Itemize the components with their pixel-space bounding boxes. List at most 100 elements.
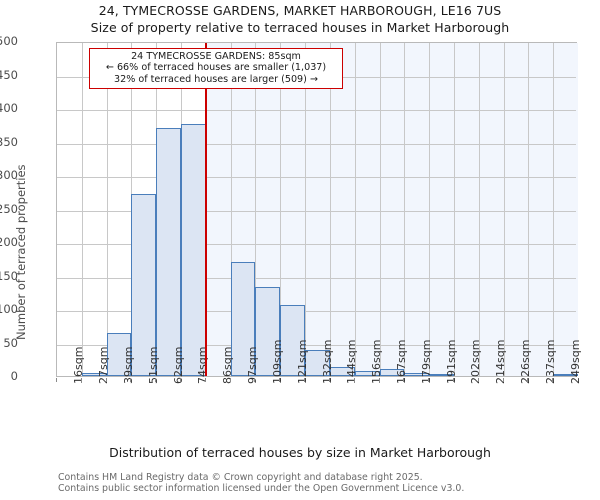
x-axis-tick-label: 121sqm: [295, 339, 309, 384]
x-axis-tick-mark: [56, 378, 57, 382]
gridline-horizontal: [57, 110, 576, 111]
x-axis-tick-mark: [552, 378, 554, 382]
annotation-line2: ← 66% of terraced houses are smaller (1,…: [105, 62, 327, 74]
x-axis-tick-mark: [353, 378, 355, 382]
gridline-horizontal: [57, 244, 576, 245]
gridline-vertical: [354, 43, 356, 376]
histogram-bar: [156, 128, 182, 376]
gridline-vertical: [503, 43, 505, 376]
x-axis-tick-label: 191sqm: [444, 339, 458, 384]
gridline-vertical: [453, 43, 455, 376]
x-axis-tick-label: 179sqm: [419, 339, 433, 384]
x-axis-tick-mark: [105, 378, 107, 382]
x-axis-tick-label: 51sqm: [146, 346, 160, 384]
x-axis-tick-mark: [527, 378, 529, 382]
x-axis-tick-mark: [403, 378, 405, 382]
property-annotation-box: 24 TYMECROSSE GARDENS: 85sqm ← 66% of te…: [89, 48, 343, 90]
histogram-bar: [81, 372, 107, 376]
y-axis-tick-label: 400: [0, 101, 18, 115]
x-axis-tick-label: 109sqm: [270, 339, 284, 384]
gridline-horizontal: [57, 311, 576, 312]
x-axis-tick-mark: [328, 378, 330, 382]
gridline-horizontal: [57, 177, 576, 178]
x-axis-tick-mark: [452, 378, 454, 382]
histogram-bar: [181, 124, 206, 376]
x-axis-tick-label: 132sqm: [320, 339, 334, 384]
x-axis-tick-mark: [130, 378, 132, 382]
x-axis-tick-label: 97sqm: [246, 346, 260, 384]
y-axis-tick-label: 450: [0, 67, 18, 82]
x-axis-tick-mark: [378, 378, 380, 382]
gridline-vertical: [553, 43, 555, 376]
x-axis-tick-label: 86sqm: [221, 346, 235, 384]
y-axis-tick-label: 500: [0, 34, 18, 48]
histogram-bar: [305, 349, 330, 376]
histogram-bar: [230, 262, 256, 376]
y-axis-tick-label: 0: [10, 369, 18, 383]
x-axis-tick-label: 16sqm: [72, 346, 86, 384]
x-axis-tick-mark: [304, 378, 306, 382]
gridline-vertical: [255, 43, 257, 376]
gridline-vertical: [404, 43, 406, 376]
y-axis-tick-label: 100: [0, 302, 18, 316]
gridline-vertical: [280, 43, 282, 376]
gridline-vertical: [230, 43, 232, 376]
gridline-horizontal: [57, 210, 576, 212]
annotation-line3: 32% of terraced houses are larger (509) …: [114, 73, 318, 85]
histogram-bar: [280, 304, 306, 376]
x-axis-tick-mark: [428, 378, 430, 382]
gridline-vertical: [478, 43, 480, 376]
x-axis-tick-label: 237sqm: [543, 339, 557, 384]
x-axis-tick-mark: [477, 378, 479, 382]
chart-title-line1: 24, TYMECROSSE GARDENS, MARKET HARBOROUG…: [98, 3, 502, 18]
gridline-horizontal: [57, 344, 576, 346]
x-axis-tick-label: 249sqm: [568, 339, 582, 384]
x-axis-tick-mark: [254, 378, 256, 382]
histogram-bar: [553, 374, 578, 376]
x-axis-tick-label: 27sqm: [97, 346, 111, 384]
y-axis-tick-label: 350: [0, 134, 18, 149]
x-axis-tick-label: 226sqm: [518, 339, 532, 384]
x-axis-tick-label: 202sqm: [469, 339, 483, 384]
gridline-vertical: [305, 43, 307, 376]
x-axis-tick-mark: [204, 378, 206, 382]
histogram-bar: [255, 286, 281, 376]
y-axis-tick-label: 250: [0, 201, 18, 216]
gridline-vertical: [379, 43, 381, 376]
histogram-bar: [379, 369, 405, 376]
y-axis-tick-label: 150: [0, 268, 18, 283]
x-axis-tick-label: 39sqm: [122, 346, 136, 384]
histogram-bar: [131, 193, 157, 376]
footer-line1: Contains HM Land Registry data © Crown c…: [58, 472, 423, 483]
gridline-vertical: [429, 43, 431, 376]
x-axis-tick-label: 74sqm: [196, 346, 210, 384]
histogram-bar: [429, 374, 454, 376]
x-axis-tick-mark: [180, 378, 182, 382]
histogram-bar: [106, 333, 132, 376]
annotation-line1: 24 TYMECROSSE GARDENS: 85sqm: [131, 51, 301, 62]
plot-area: [56, 42, 578, 377]
x-axis-tick-label: 144sqm: [345, 339, 359, 384]
y-axis-tick-label: 300: [0, 168, 18, 182]
x-axis-tick-mark: [279, 378, 281, 382]
histogram-bar: [404, 372, 430, 376]
y-axis-tick-label: 50: [3, 335, 18, 350]
histogram-bar: [354, 371, 380, 376]
x-axis-tick-mark: [229, 378, 231, 382]
x-axis-label: Distribution of terraced houses by size …: [109, 445, 491, 460]
gridline-vertical: [528, 43, 530, 376]
x-axis-tick-mark: [155, 378, 157, 382]
gridline-horizontal: [57, 143, 576, 145]
gridline-vertical: [329, 43, 331, 376]
chart-subtitle: Size of property relative to terraced ho…: [90, 20, 510, 35]
gridline-vertical: [81, 43, 83, 376]
y-axis-tick-label: 200: [0, 235, 18, 249]
x-axis-tick-label: 167sqm: [394, 339, 408, 384]
gridline-vertical: [106, 43, 108, 376]
x-axis-tick-label: 62sqm: [171, 346, 185, 384]
gridline-horizontal: [57, 277, 576, 279]
footer-line2: Contains public sector information licen…: [58, 483, 465, 494]
property-size-marker-line: [205, 43, 207, 376]
histogram-bar: [329, 366, 355, 376]
